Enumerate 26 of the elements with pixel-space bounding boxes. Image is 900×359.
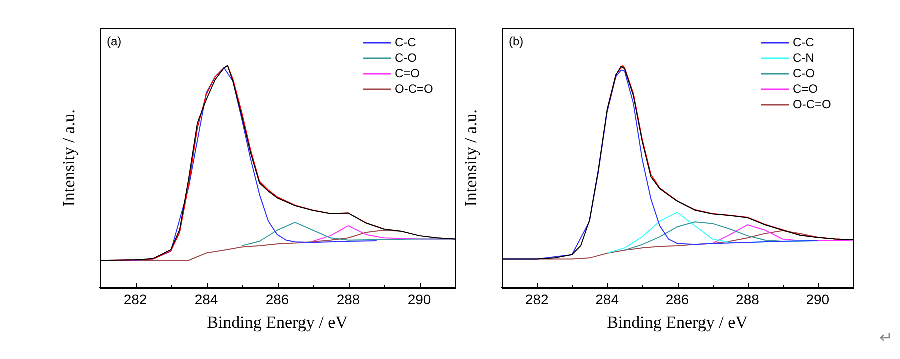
- x-axis-title: Binding Energy / eV: [607, 313, 749, 332]
- legend-label: C-O: [793, 66, 815, 80]
- x-tick-label: 282: [525, 291, 549, 308]
- x-tick-label: 286: [266, 291, 290, 308]
- x-tick-label: 282: [124, 291, 148, 308]
- text: (b): [509, 34, 524, 48]
- legend-label: C-O: [395, 50, 417, 65]
- x-tick-label: 284: [194, 291, 218, 308]
- legend-label: C-C: [793, 35, 815, 50]
- x-tick-label: 288: [736, 291, 760, 308]
- y-axis-title: Intensity / a.u.: [461, 109, 480, 207]
- legend-label: C-C: [395, 35, 417, 50]
- legend-label: C-N: [793, 50, 814, 65]
- x-tick-label: 284: [596, 291, 620, 308]
- legend-label: C=O: [793, 82, 818, 96]
- x-tick-label: 290: [408, 291, 432, 308]
- y-axis-title: Intensity / a.u.: [59, 109, 78, 207]
- legend-label: O-C=O: [395, 82, 434, 96]
- x-tick-label: 288: [336, 291, 360, 308]
- legend-label: O-C=O: [793, 97, 832, 112]
- x-tick-label: 286: [666, 291, 690, 308]
- text: (a): [107, 34, 122, 48]
- text: ↵: [880, 328, 893, 347]
- legend-label: C=O: [395, 66, 420, 80]
- x-tick-label: 290: [806, 291, 830, 308]
- x-axis-title: Binding Energy / eV: [207, 313, 349, 332]
